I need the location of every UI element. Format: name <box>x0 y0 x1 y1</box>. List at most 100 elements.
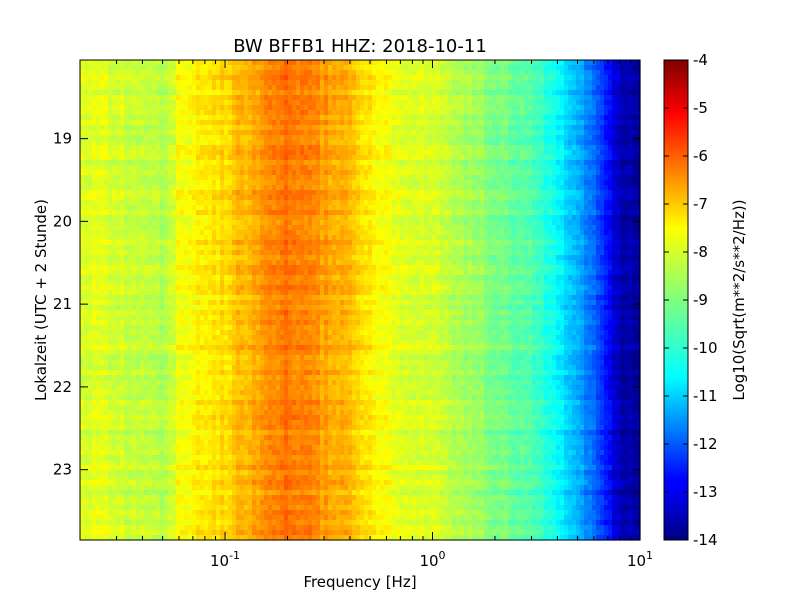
heatmap-cell <box>144 260 149 266</box>
heatmap-cell <box>96 420 101 426</box>
heatmap-cell <box>216 380 221 386</box>
heatmap-cell <box>172 160 177 166</box>
heatmap-cell <box>280 510 285 516</box>
heatmap-cell <box>236 490 241 496</box>
heatmap-cell <box>96 455 101 461</box>
heatmap-cell <box>208 140 213 146</box>
heatmap-cell <box>224 160 229 166</box>
heatmap-cell <box>100 180 105 186</box>
heatmap-cell <box>208 110 213 116</box>
heatmap-cell <box>188 375 193 381</box>
heatmap-cell <box>204 460 209 466</box>
heatmap-cell <box>204 75 209 81</box>
heatmap-cell <box>248 425 253 431</box>
heatmap-cell <box>208 95 213 101</box>
heatmap-cell <box>132 265 137 271</box>
heatmap-cell <box>108 460 113 466</box>
heatmap-cell <box>108 420 113 426</box>
heatmap-cell <box>280 170 285 176</box>
heatmap-cell <box>172 430 177 436</box>
heatmap-cell <box>144 180 149 186</box>
heatmap-cell <box>88 80 93 86</box>
heatmap-cell <box>92 255 97 261</box>
heatmap-cell <box>252 205 257 211</box>
heatmap-cell <box>244 515 249 521</box>
heatmap-cell <box>112 100 117 106</box>
heatmap-cell <box>268 115 273 121</box>
heatmap-cell <box>252 300 257 306</box>
heatmap-cell <box>140 230 145 236</box>
heatmap-cell <box>108 320 113 326</box>
heatmap-cell <box>208 330 213 336</box>
heatmap-cell <box>192 130 197 136</box>
heatmap-cell <box>224 215 229 221</box>
heatmap-cell <box>176 90 181 96</box>
heatmap-cell <box>228 400 233 406</box>
heatmap-cell <box>88 415 93 421</box>
heatmap-cell <box>176 115 181 121</box>
heatmap-cell <box>188 250 193 256</box>
heatmap-cell <box>116 345 121 351</box>
heatmap-cell <box>88 450 93 456</box>
heatmap-cell <box>208 150 213 156</box>
heatmap-cell <box>156 265 161 271</box>
heatmap-cell <box>116 150 121 156</box>
heatmap-cell <box>136 415 141 421</box>
heatmap-cell <box>280 435 285 441</box>
heatmap-cell <box>156 460 161 466</box>
heatmap-cell <box>252 185 257 191</box>
heatmap-cell <box>156 355 161 361</box>
heatmap-cell <box>180 115 185 121</box>
heatmap-cell <box>80 430 85 436</box>
heatmap-cell <box>188 210 193 216</box>
heatmap-cell <box>276 485 281 491</box>
heatmap-cell <box>108 495 113 501</box>
heatmap-cell <box>252 365 257 371</box>
heatmap-cell <box>208 380 213 386</box>
heatmap-cell <box>92 130 97 136</box>
heatmap-cell <box>124 420 129 426</box>
heatmap-cell <box>232 330 237 336</box>
heatmap-cell <box>84 135 89 141</box>
heatmap-cell <box>240 400 245 406</box>
heatmap-cell <box>100 435 105 441</box>
heatmap-cell <box>168 470 173 476</box>
heatmap-cell <box>100 515 105 521</box>
heatmap-cell <box>100 420 105 426</box>
heatmap-cell <box>256 120 261 126</box>
heatmap-cell <box>88 60 93 66</box>
heatmap-cell <box>228 530 233 536</box>
heatmap-cell <box>272 200 277 206</box>
heatmap-cell <box>92 70 97 76</box>
heatmap-cell <box>156 210 161 216</box>
heatmap-cell <box>188 390 193 396</box>
heatmap-cell <box>152 70 157 76</box>
heatmap-cell <box>136 400 141 406</box>
heatmap-cell <box>96 350 101 356</box>
heatmap-cell <box>180 310 185 316</box>
heatmap-cell <box>236 65 241 71</box>
heatmap-cell <box>180 320 185 326</box>
heatmap-cell <box>260 245 265 251</box>
heatmap-cell <box>220 125 225 131</box>
heatmap-cell <box>220 95 225 101</box>
heatmap-cell <box>204 520 209 526</box>
heatmap-cell <box>112 145 117 151</box>
heatmap-cell <box>196 455 201 461</box>
heatmap-cell <box>168 430 173 436</box>
heatmap-cell <box>236 70 241 76</box>
heatmap-cell <box>276 250 281 256</box>
heatmap-cell <box>156 530 161 536</box>
heatmap-cell <box>144 165 149 171</box>
heatmap-cell <box>88 200 93 206</box>
heatmap-cell <box>172 470 177 476</box>
heatmap-cell <box>200 455 205 461</box>
heatmap-cell <box>256 125 261 131</box>
heatmap-cell <box>192 480 197 486</box>
heatmap-cell <box>152 90 157 96</box>
heatmap-cell <box>188 160 193 166</box>
heatmap-cell <box>104 350 109 356</box>
heatmap-cell <box>284 190 289 196</box>
heatmap-cell <box>96 440 101 446</box>
heatmap-cell <box>140 345 145 351</box>
